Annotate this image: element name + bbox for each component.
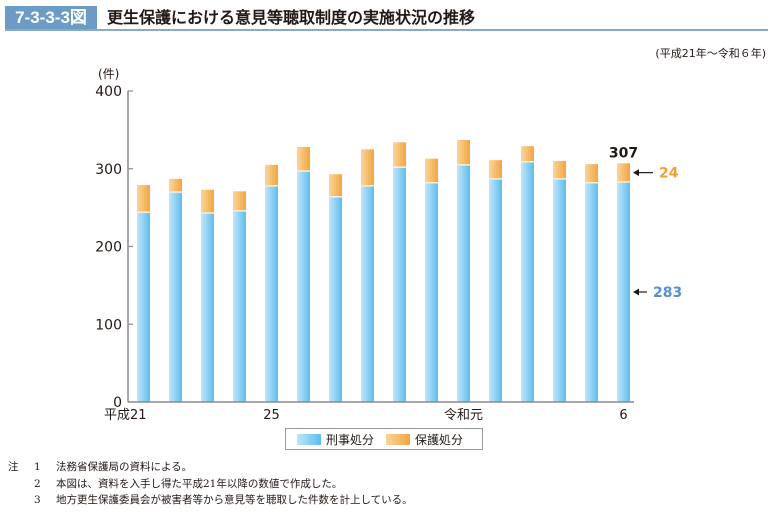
title-underline xyxy=(5,29,768,31)
legend-label-criminal: 刑事処分 xyxy=(326,432,375,447)
legend-label-protective: 保護処分 xyxy=(415,432,464,447)
total-label-last: 307 xyxy=(609,145,638,161)
note-2: 2 本図は、資料を入手し得た平成21年以降の数値で作成した。 xyxy=(8,476,413,493)
bar-criminal xyxy=(553,178,566,402)
note-3: 3 地方更生保護委員会が被害者等から意見等を聴取した件数を計上している。 xyxy=(8,492,413,509)
bar-protective xyxy=(137,185,150,213)
bars-group xyxy=(137,139,630,402)
legend-item-criminal: 刑事処分 xyxy=(297,431,374,448)
note-text: 本図は、資料を入手し得た平成21年以降の数値で作成した。 xyxy=(56,477,343,490)
y-tick-label: 400 xyxy=(95,84,122,100)
y-tick-label: 0 xyxy=(113,395,122,411)
bar-criminal xyxy=(137,212,150,402)
note-head: 注 xyxy=(8,461,19,473)
arrow-head-criminal xyxy=(633,288,639,296)
bar-protective xyxy=(617,163,630,182)
x-tick-label: 25 xyxy=(263,408,280,423)
bar-protective xyxy=(201,189,214,214)
bar-protective xyxy=(265,164,278,186)
bar-criminal xyxy=(489,178,502,402)
bar-protective xyxy=(393,142,406,168)
bar-criminal xyxy=(169,192,182,402)
bar-criminal xyxy=(233,210,246,402)
note-1: 注 1 法務省保護局の資料による。 xyxy=(8,459,413,476)
x-tick-label: 6 xyxy=(619,408,627,423)
y-axis-unit: (件) xyxy=(98,67,119,81)
y-tick-label: 100 xyxy=(95,317,122,333)
bar-criminal xyxy=(617,181,630,402)
bar-protective xyxy=(425,158,438,183)
bar-criminal xyxy=(521,161,534,402)
criminal-label-last: 283 xyxy=(653,285,682,301)
bar-criminal xyxy=(585,182,598,402)
bar-protective xyxy=(329,174,342,197)
legend-swatch-protective xyxy=(386,433,411,445)
legend-item-protective: 保護処分 xyxy=(386,431,463,448)
bar-protective xyxy=(585,164,598,183)
x-tick-label: 令和元 xyxy=(444,408,483,423)
y-tick-label: 300 xyxy=(95,162,122,178)
bar-criminal xyxy=(265,185,278,402)
figure-number-badge: 7-3-3-3図 xyxy=(5,6,97,29)
bar-protective xyxy=(521,146,534,162)
chart-title: 更生保護における意見等聴取制度の実施状況の推移 xyxy=(107,8,476,27)
note-number: 1 xyxy=(34,461,41,473)
notes: 注 1 法務省保護局の資料による。 2 本図は、資料を入手し得た平成21年以降の… xyxy=(8,459,413,509)
bar-criminal xyxy=(361,185,374,402)
period-label: (平成21年～令和６年) xyxy=(655,47,766,60)
note-text: 法務省保護局の資料による。 xyxy=(56,461,193,473)
x-tick-label: 平成21 xyxy=(104,408,147,423)
bar-protective xyxy=(361,149,374,186)
bar-criminal xyxy=(201,213,214,402)
bar-protective xyxy=(169,178,182,193)
bar-criminal xyxy=(329,196,342,402)
legend: 刑事処分 保護処分 xyxy=(285,428,483,450)
protective-label-last: 24 xyxy=(659,166,679,182)
note-text: 地方更生保護委員会が被害者等から意見等を聴取した件数を計上している。 xyxy=(56,494,413,506)
bar-criminal xyxy=(457,164,470,402)
note-number: 2 xyxy=(34,477,41,490)
note-number: 3 xyxy=(34,494,41,506)
legend-swatch-criminal xyxy=(297,433,321,445)
y-axis: 0 100 200 300 400 xyxy=(95,84,133,411)
bar-criminal xyxy=(393,167,406,402)
arrow-head-protective xyxy=(633,169,639,177)
bar-protective xyxy=(457,139,470,165)
y-tick-label: 200 xyxy=(95,240,122,256)
bar-criminal xyxy=(425,182,438,402)
bar-protective xyxy=(489,160,502,179)
bar-criminal xyxy=(297,171,310,402)
annotations: 307 24 283 xyxy=(609,145,682,301)
bar-protective xyxy=(297,146,310,172)
x-axis: 平成21 25 令和元 6 xyxy=(104,401,634,423)
bar-protective xyxy=(233,191,246,211)
bar-protective xyxy=(553,160,566,179)
